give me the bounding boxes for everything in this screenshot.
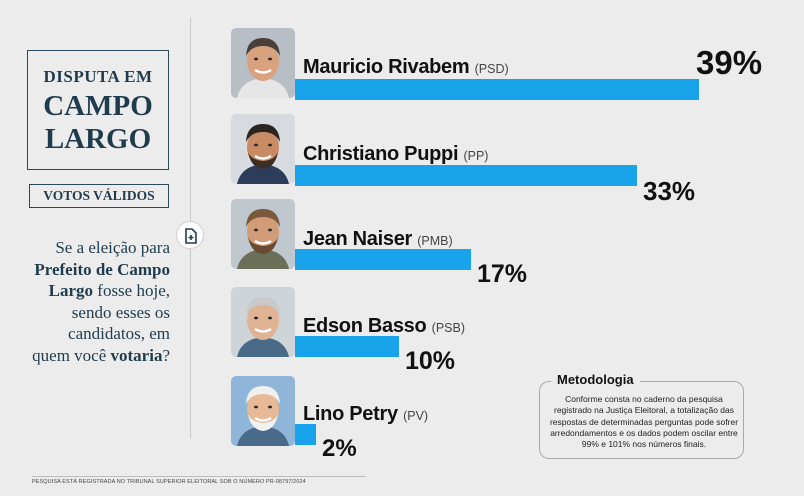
candidate-name: Christiano Puppi (PP) — [303, 143, 488, 166]
question-part3: ? — [162, 345, 170, 365]
methodology-box — [539, 381, 744, 459]
candidate-photo — [231, 376, 295, 446]
question-text: Se a eleição para Prefeito de Campo Larg… — [30, 237, 170, 366]
candidate-name: Mauricio Rivabem (PSD) — [303, 56, 509, 79]
candidate-name-text: Mauricio Rivabem — [303, 56, 475, 78]
candidate-party: (PSB) — [431, 321, 465, 335]
data-label: 33% — [643, 176, 696, 206]
question-part2: fosse hoje, sendo esses os candidatos, e… — [32, 281, 170, 365]
candidate-name-text: Edson Basso — [303, 315, 432, 337]
footer-note: PESQUISA ESTÁ REGISTRADA NO TRIBUNAL SUP… — [32, 479, 306, 485]
portrait-image — [231, 28, 295, 98]
title-line2: CAMPO — [43, 90, 153, 122]
data-label: 39% — [696, 44, 763, 81]
title-box: DISPUTA EM CAMPO LARGO — [27, 50, 169, 170]
methodology-title: Metodologia — [551, 372, 640, 387]
candidate-party: (PP) — [463, 149, 489, 163]
bar — [295, 336, 399, 357]
portrait-image — [231, 376, 295, 446]
candidate-party: (PMB) — [417, 234, 453, 248]
candidate-party: (PSD) — [474, 62, 509, 76]
data-label: 10% — [405, 347, 456, 375]
candidate-photo — [231, 287, 295, 357]
candidate-name: Jean Naiser (PMB) — [303, 228, 453, 251]
portrait-image — [231, 114, 295, 184]
candidate-name-text: Christiano Puppi — [303, 143, 464, 165]
candidate-photo — [231, 114, 295, 184]
question-bold2: votaria — [110, 345, 163, 365]
candidate-photo — [231, 28, 295, 98]
subtitle-box: VOTOS VÁLIDOS — [29, 184, 169, 208]
portrait-image — [231, 287, 295, 357]
bar — [295, 165, 637, 186]
data-label: 2% — [322, 435, 357, 462]
portrait-image — [231, 199, 295, 269]
bar — [295, 249, 471, 270]
question-part1: Se a eleição para — [55, 238, 170, 257]
candidate-photo — [231, 199, 295, 269]
bar — [295, 424, 316, 445]
candidate-party: (PV) — [403, 409, 429, 423]
candidate-name-text: Jean Naiser — [303, 228, 418, 250]
share-button[interactable] — [176, 221, 204, 249]
add-document-icon — [185, 228, 197, 244]
title-line3: LARGO — [44, 123, 152, 155]
candidate-name: Edson Basso (PSB) — [303, 315, 465, 338]
footer-divider — [32, 476, 366, 477]
data-label: 17% — [477, 260, 528, 288]
candidate-name-text: Lino Petry — [303, 403, 404, 425]
question-bold1: Prefeito de Campo Largo — [34, 259, 170, 301]
methodology-text: Conforme consta no caderno da pesquisa r… — [549, 394, 739, 450]
candidate-name: Lino Petry (PV) — [303, 403, 428, 426]
bar — [295, 79, 699, 100]
title-line1: DISPUTA EM — [43, 67, 153, 86]
